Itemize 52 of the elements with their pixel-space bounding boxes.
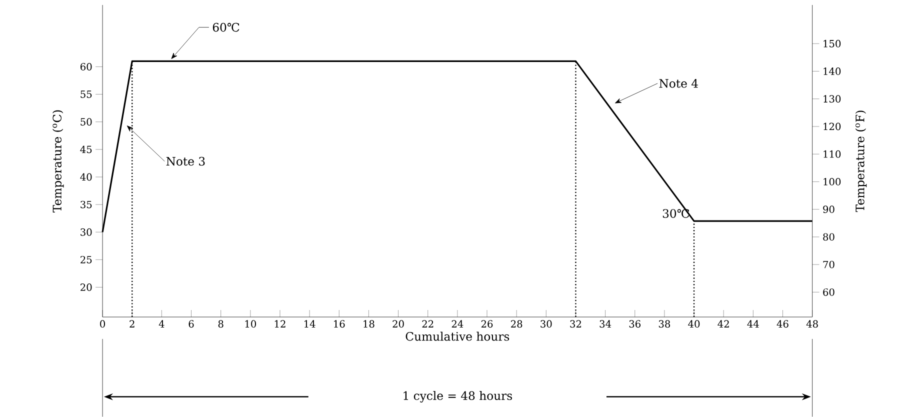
x-tick-label: 26 [481,320,493,328]
x-tick-label: 0 [100,320,106,328]
y2-tick-label: 100 [824,178,841,186]
x-tick-label: 28 [510,320,522,328]
y2-tick-label: 150 [824,40,841,48]
x-tick-label: 16 [334,320,345,328]
y-tick-label: 40 [80,173,92,181]
x-tick-label: 40 [688,320,700,328]
y2-tick-label: 90 [823,206,834,214]
x-tick-label: 46 [776,320,788,328]
annotation: 60℃ [212,23,240,32]
x-tick-label: 32 [570,320,582,328]
x-tick-label: 34 [600,320,612,328]
x-tick-label: 6 [188,320,194,328]
x-tick-label: 2 [130,320,134,328]
y2-tick-label: 110 [824,150,841,158]
x-tick-label: 20 [392,320,404,328]
x-tick-label: 22 [422,320,434,328]
y-tick-label: 50 [80,118,92,126]
x-tick-label: 38 [658,320,670,328]
y-tick-label: 25 [80,256,92,264]
x-tick-label: 48 [806,320,818,328]
annotation: 30℃ [662,209,690,218]
x-axis-title: Cumulative hours [406,332,510,341]
y-tick-label: 45 [80,146,92,154]
y-tick-label: 20 [80,284,92,292]
x-tick-label: 8 [218,320,224,328]
y2-tick-label: 70 [823,260,834,268]
y2-tick-label: 80 [823,233,834,241]
x-tick-label: 24 [452,320,464,328]
y2-tick-label: 130 [824,95,841,103]
y2-axis-title: Temperature ($^{o}$F) [855,110,867,212]
x-tick-label: 4 [158,320,164,328]
y-axis-title: Temperature ($^{o}$C) [52,110,64,213]
y2-tick-label: 120 [824,122,841,130]
x-tick-label: 10 [245,320,256,328]
x-tick-label: 30 [540,320,552,328]
text: 1 cycle = 48 hours [404,391,512,403]
x-tick-label: 18 [364,320,374,328]
y-tick-label: 30 [80,228,92,236]
y-tick-label: 35 [80,200,92,208]
annotation: Note 3 [166,157,205,166]
y-tick-label: 60 [80,63,92,71]
y-tick-label: 55 [80,90,92,98]
x-tick-label: 14 [304,320,316,328]
y2-tick-label: 60 [823,288,834,296]
x-tick-label: 42 [718,320,729,328]
x-tick-label: 44 [747,320,759,328]
x-tick-label: 12 [274,320,286,328]
annotation: Note 4 [659,79,698,88]
y2-tick-label: 140 [824,68,841,76]
x-tick-label: 36 [629,320,641,328]
